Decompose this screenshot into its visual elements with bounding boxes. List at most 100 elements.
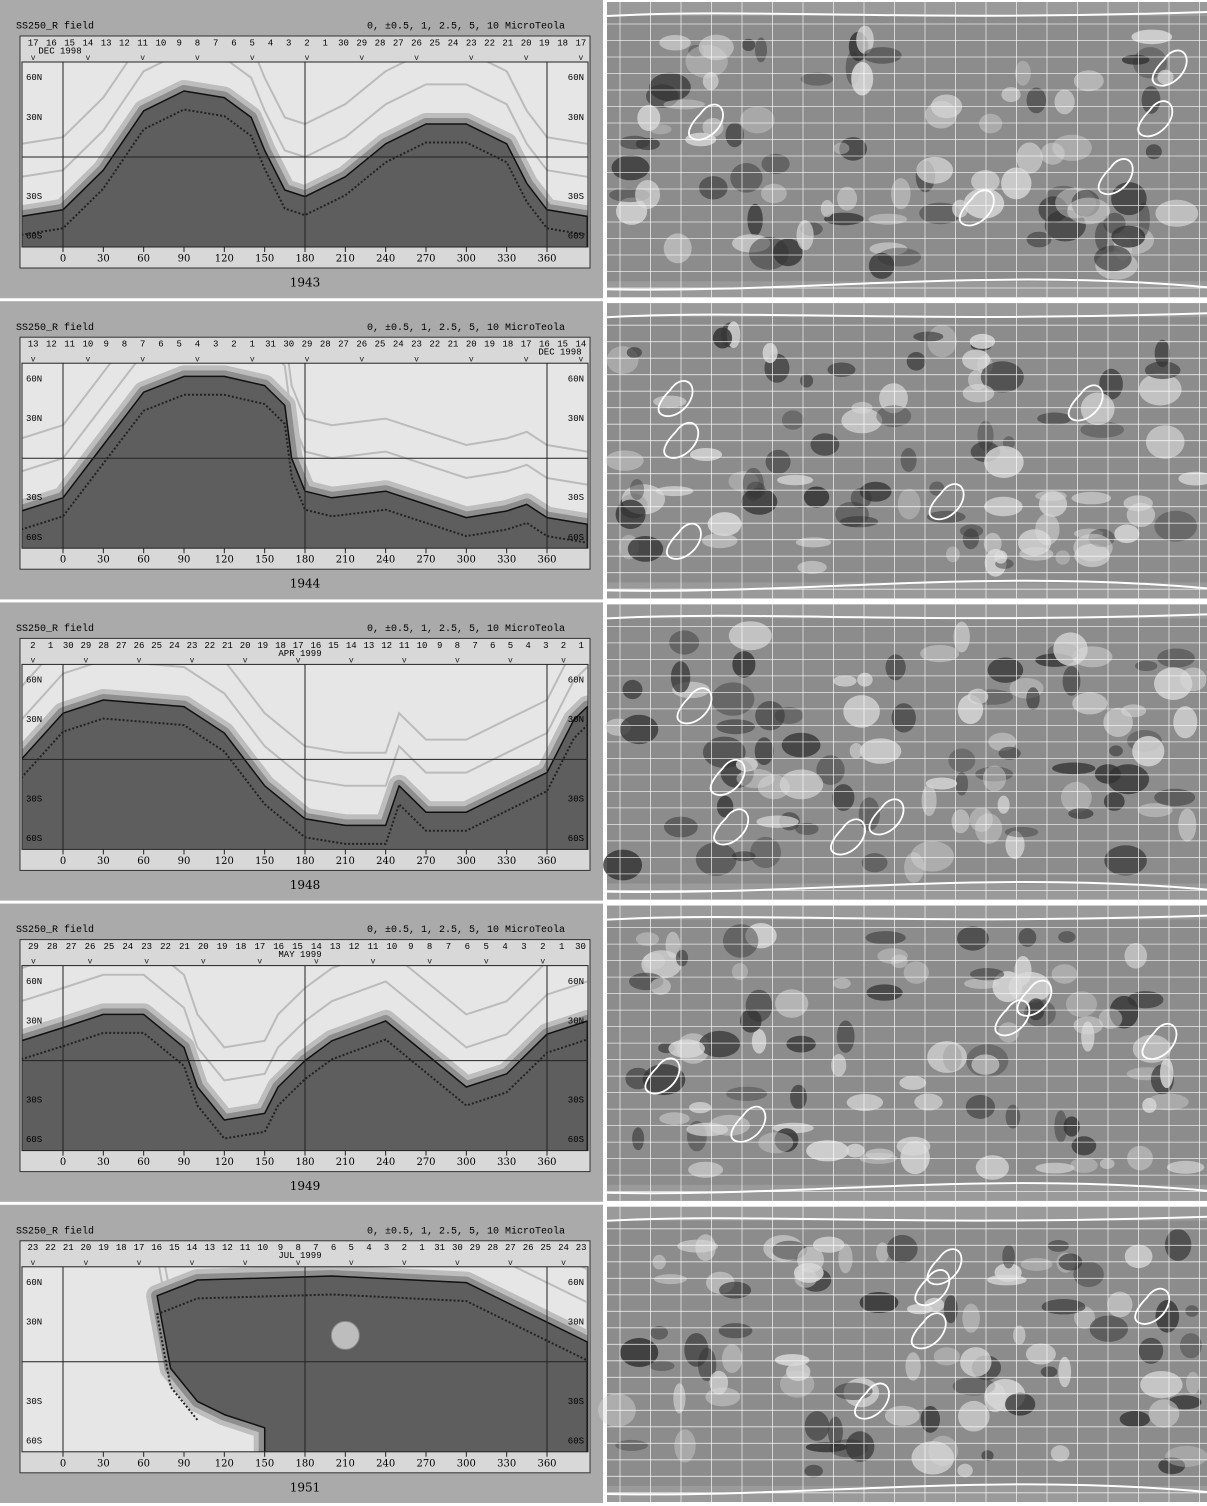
positive-patch <box>654 1274 687 1284</box>
lat-label-left: 30N <box>26 715 42 725</box>
positive-patch <box>710 1371 729 1395</box>
negative-patch <box>1005 827 1038 837</box>
positive-patch <box>797 1247 824 1273</box>
day-label: 20 <box>466 340 477 350</box>
x-tick-label: 0 <box>60 555 66 566</box>
negative-patch <box>801 73 833 86</box>
positive-patch <box>702 533 737 548</box>
contour-levels: 0, ±0.5, 1, 2.5, 5, 10 MicroTeola <box>367 322 565 334</box>
negative-patch <box>981 1450 993 1461</box>
day-label: 8 <box>455 641 460 651</box>
negative-patch <box>1090 1316 1128 1342</box>
day-label: 30 <box>452 1243 463 1253</box>
day-label: 23 <box>141 942 152 952</box>
negative-patch <box>957 926 989 950</box>
lat-label-right: 60N <box>568 676 584 686</box>
x-tick-label: 120 <box>215 1458 234 1469</box>
day-label: 25 <box>540 1243 551 1253</box>
negative-patch <box>676 950 688 967</box>
day-label: 3 <box>384 1243 389 1253</box>
day-label: 4 <box>366 1243 371 1253</box>
day-label: 14 <box>346 641 357 651</box>
day-label: 19 <box>484 340 495 350</box>
negative-patch <box>1027 232 1052 248</box>
negative-patch <box>684 1333 708 1367</box>
x-tick-label: 330 <box>497 1458 516 1469</box>
day-label: 22 <box>160 942 171 952</box>
panel-3: SS250_R field0, ±0.5, 1, 2.5, 5, 10 Micr… <box>0 602 1207 900</box>
panel-5: SS250_R field0, ±0.5, 1, 2.5, 5, 10 Micr… <box>0 1203 1207 1503</box>
positive-patch <box>635 180 660 209</box>
day-label: 24 <box>448 38 459 48</box>
day-label: 25 <box>151 641 162 651</box>
positive-patch <box>899 1076 926 1090</box>
lat-label-left: 60S <box>26 232 42 242</box>
x-tick-label: 0 <box>60 1157 66 1168</box>
negative-patch <box>913 332 943 342</box>
day-label: 28 <box>375 38 386 48</box>
negative-patch <box>1042 1299 1086 1314</box>
x-tick-label: 210 <box>336 856 355 867</box>
lat-label-left: 60N <box>26 676 42 686</box>
lat-label-left: 30S <box>26 1096 42 1106</box>
day-label: 12 <box>46 340 57 350</box>
day-label: 21 <box>63 1243 74 1253</box>
day-label: 20 <box>198 942 209 952</box>
magnetogram <box>606 303 1207 598</box>
positive-patch <box>664 233 692 263</box>
day-label: 2 <box>540 942 545 952</box>
lat-label-right: 60S <box>568 533 584 543</box>
day-label: 11 <box>240 1243 251 1253</box>
negative-patch <box>1072 1136 1097 1155</box>
day-label: 12 <box>119 38 130 48</box>
day-label: 18 <box>236 942 247 952</box>
day-label: 10 <box>156 38 167 48</box>
negative-patch <box>1048 1240 1069 1252</box>
magnetogram <box>603 604 1207 899</box>
negative-patch <box>837 1020 855 1052</box>
negative-patch <box>1146 144 1162 159</box>
day-label: 2 <box>402 1243 407 1253</box>
positive-patch <box>833 675 856 686</box>
negative-patch <box>730 163 762 193</box>
day-label: 20 <box>81 1243 92 1253</box>
negative-patch <box>956 772 969 795</box>
lat-label-left: 30S <box>26 1397 42 1407</box>
negative-patch <box>632 1127 644 1150</box>
positive-patch <box>606 450 644 470</box>
positive-patch <box>1147 1094 1189 1111</box>
positive-patch <box>729 621 772 650</box>
x-tick-label: 180 <box>295 856 314 867</box>
positive-patch <box>1021 1258 1053 1271</box>
figure: SS250_R field0, ±0.5, 1, 2.5, 5, 10 Micr… <box>0 0 1207 1506</box>
x-tick-label: 180 <box>295 555 314 566</box>
negative-patch <box>1037 413 1071 425</box>
negative-patch <box>755 38 767 63</box>
year-label: 1944 <box>290 577 321 591</box>
day-label: 18 <box>116 1243 127 1253</box>
negative-patch <box>805 1465 823 1478</box>
day-label: 30 <box>575 942 586 952</box>
lat-label-left: 60S <box>26 834 42 844</box>
positive-patch <box>797 561 826 574</box>
negative-patch <box>1104 845 1147 875</box>
positive-patch <box>1107 1292 1132 1318</box>
positive-patch <box>1180 668 1206 692</box>
x-tick-label: 270 <box>416 555 435 566</box>
lat-label-right: 30S <box>568 1397 584 1407</box>
magnetogram <box>607 906 1207 1201</box>
x-tick-label: 150 <box>255 856 274 867</box>
positive-patch <box>837 187 857 211</box>
date-label: APR 1999 <box>278 649 321 659</box>
lat-label-right: 30S <box>568 794 584 804</box>
negative-patch <box>999 747 1021 760</box>
day-label: 9 <box>437 641 442 651</box>
day-label: 23 <box>187 641 198 651</box>
day-label: 27 <box>505 1243 516 1253</box>
positive-patch <box>1039 491 1067 516</box>
negative-patch <box>963 528 979 549</box>
day-label: 21 <box>448 340 459 350</box>
negative-patch <box>740 1009 762 1032</box>
lat-label-left: 30N <box>26 414 42 424</box>
